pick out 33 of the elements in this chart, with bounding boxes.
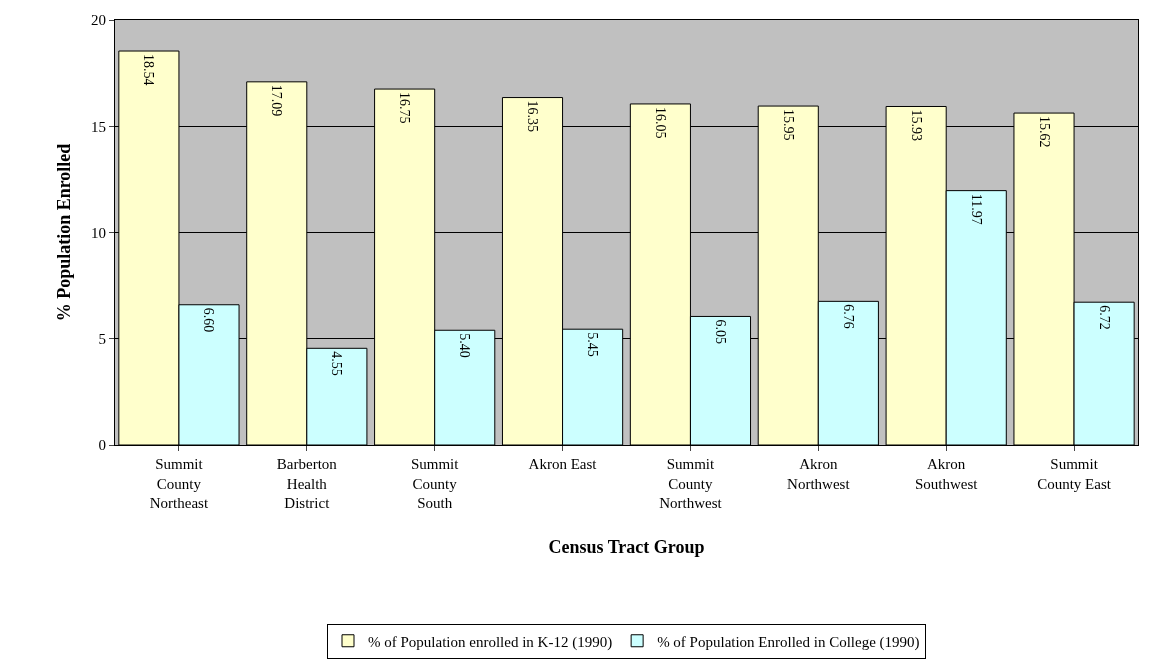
y-tick-label: 20 — [91, 12, 106, 29]
x-tick-label: Akron Northwest — [787, 456, 851, 492]
x-tick-label: Akron Southwest — [914, 456, 979, 492]
data-label: 15.62 — [1036, 116, 1052, 148]
data-label: 4.55 — [329, 351, 345, 376]
y-tick-label: 15 — [91, 118, 106, 135]
data-label: 6.60 — [201, 307, 217, 333]
data-label: 18.54 — [141, 54, 157, 86]
y-tick-label: 0 — [98, 437, 106, 454]
data-label: 16.75 — [397, 92, 413, 124]
x-tick-label: Summit County Northwest — [659, 456, 723, 511]
x-tick-label: Summit County Northeast — [149, 456, 209, 511]
data-label: 5.45 — [585, 332, 601, 357]
y-axis-title: % Population Enrolled — [54, 143, 75, 322]
data-label: 5.40 — [457, 333, 473, 358]
data-label: 16.05 — [652, 106, 668, 139]
x-tick-label: Summit County East — [1037, 456, 1112, 492]
legend-label: % of Population enrolled in K-12 (1990) — [368, 633, 613, 651]
data-label: 15.93 — [908, 109, 924, 141]
y-tick-label: 5 — [98, 331, 106, 347]
x-tick-label: Akron East — [528, 456, 598, 472]
data-label: 17.09 — [269, 84, 285, 117]
data-label: 15.95 — [780, 109, 796, 141]
data-label: 6.72 — [1096, 305, 1112, 330]
data-label: 11.97 — [968, 193, 984, 225]
data-label: 6.05 — [712, 319, 728, 344]
x-tick-label: Summit County South — [410, 456, 460, 511]
y-tick-label: 10 — [91, 224, 106, 241]
data-label: 16.35 — [525, 100, 541, 133]
x-tick-label: Barberton Health District — [276, 456, 338, 511]
data-label: 6.76 — [840, 304, 856, 329]
legend-label: % of Population Enrolled in College (1990) — [657, 633, 920, 651]
x-axis-title: Census Tract Group — [548, 537, 705, 558]
